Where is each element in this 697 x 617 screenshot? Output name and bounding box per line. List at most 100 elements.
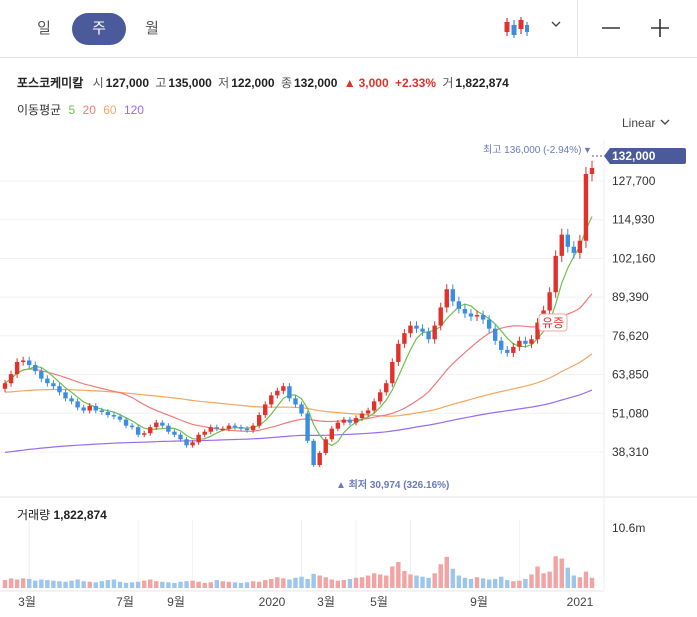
candle-body <box>347 419 353 423</box>
volume-bar <box>371 573 377 588</box>
candlestick-type-icon[interactable] <box>502 14 530 42</box>
current-price-label: 132,000 <box>612 149 656 163</box>
ma5-legend[interactable]: 5 <box>68 103 76 117</box>
volume-bar <box>244 582 250 588</box>
scale-selector[interactable]: Linear <box>622 116 671 130</box>
candle <box>402 328 407 349</box>
volume-bar <box>33 580 38 588</box>
candle-body <box>250 425 256 431</box>
candle <box>208 424 213 435</box>
candle-body <box>220 428 226 431</box>
volume-bar <box>462 577 468 588</box>
candle <box>553 250 558 298</box>
tab-monthly[interactable]: 월 <box>145 20 159 37</box>
candle <box>335 420 341 432</box>
volume-bar <box>220 581 226 588</box>
moving-average-legend: 이동평균 5 20 60 120 <box>17 101 148 118</box>
candle-body <box>390 361 395 384</box>
volume-bar <box>547 571 552 588</box>
candle-body <box>287 386 292 399</box>
current-price-badge: 132,000 <box>592 147 686 164</box>
candle <box>347 416 353 426</box>
open-label: 시 <box>92 76 104 90</box>
candle-body <box>244 428 250 431</box>
chevron-down-icon <box>660 119 670 125</box>
chevron-down-icon[interactable] <box>549 17 563 31</box>
candle-body <box>69 398 74 402</box>
low-marker-label: ▲ 최저 30,974 (326.16%) <box>336 478 449 491</box>
candle-body <box>117 416 123 420</box>
candle-body <box>202 431 207 435</box>
candle-body <box>444 289 449 308</box>
volume-bar <box>263 580 268 588</box>
candle <box>341 416 347 426</box>
candle <box>281 382 286 395</box>
candle <box>492 324 498 345</box>
candle <box>51 379 56 390</box>
time-tick-label: 9월 <box>470 595 488 609</box>
low-label: 저 <box>218 76 230 90</box>
candle <box>377 389 383 405</box>
candle <box>202 429 207 438</box>
candle <box>311 438 316 467</box>
candle-body <box>275 390 280 396</box>
candle <box>414 321 419 333</box>
zoom-in-icon[interactable] <box>645 13 675 43</box>
candle <box>256 412 262 429</box>
ma120-line <box>4 389 593 453</box>
candle <box>20 356 26 366</box>
volume-bar <box>51 580 56 588</box>
candle <box>2 379 8 393</box>
candle <box>244 426 250 433</box>
high-marker-label: 최고 136,000 (-2.94%) <box>483 144 581 156</box>
candle-body <box>129 425 135 428</box>
candle <box>329 426 334 442</box>
candle-body <box>432 325 437 340</box>
volume-bar <box>299 576 304 588</box>
volume-bar <box>154 581 159 588</box>
tab-daily[interactable]: 일 <box>37 20 51 37</box>
volume-bar <box>432 573 437 588</box>
candle <box>359 410 365 421</box>
candle-body <box>39 371 44 379</box>
candle <box>196 432 201 445</box>
candle-body <box>81 407 86 411</box>
volume-bar <box>359 577 365 588</box>
volume-bar <box>402 571 407 588</box>
volume-bar <box>499 576 504 588</box>
volume-bar <box>75 579 80 588</box>
candle-body <box>589 167 595 175</box>
candle-body <box>486 319 492 329</box>
zoom-out-icon[interactable] <box>596 13 626 43</box>
candle <box>166 423 171 435</box>
volume-bar <box>390 566 395 588</box>
candle <box>589 160 595 182</box>
volume-bar <box>456 575 462 588</box>
ma60-line <box>4 353 593 417</box>
candle <box>432 321 437 344</box>
ma120-legend[interactable]: 120 <box>123 103 144 117</box>
volume-bar <box>63 581 68 588</box>
candle <box>499 336 504 354</box>
candle <box>135 424 141 438</box>
volume-bar <box>365 575 371 588</box>
candle <box>559 228 564 262</box>
volume-bar <box>14 579 20 588</box>
candle-body <box>75 401 80 408</box>
candle-body <box>63 392 68 399</box>
candle-body <box>208 427 213 432</box>
candle-body <box>353 418 359 423</box>
candle <box>365 407 371 417</box>
candle <box>317 450 322 468</box>
candle-body <box>523 340 528 344</box>
change-percent: +2.33% <box>394 76 437 90</box>
candle <box>480 310 486 325</box>
candle-body <box>565 234 570 247</box>
tab-weekly[interactable]: 주 <box>72 13 126 45</box>
ma20-legend[interactable]: 20 <box>82 103 96 117</box>
candle <box>33 361 38 375</box>
candle <box>371 398 377 414</box>
ma60-legend[interactable]: 60 <box>103 103 117 117</box>
high-value: 135,000 <box>168 76 212 90</box>
candle-body <box>426 331 431 340</box>
